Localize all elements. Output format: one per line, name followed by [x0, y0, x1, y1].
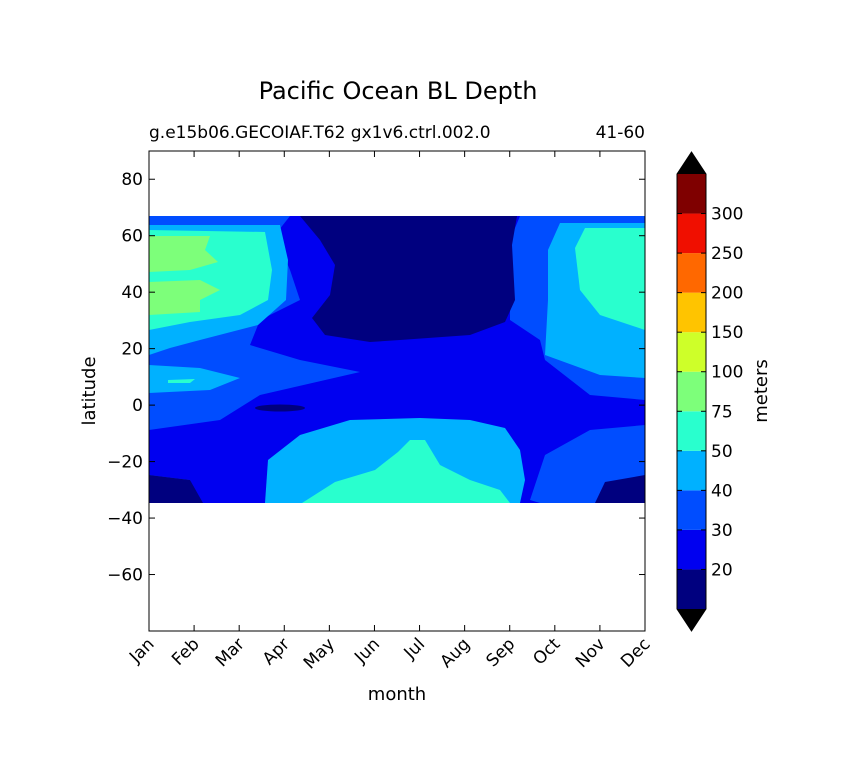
- colorbar-extend-low: [677, 609, 706, 631]
- x-axis-label: month: [368, 684, 426, 705]
- colorbar-tick-label: 75: [711, 402, 733, 422]
- colorbar-label: meters: [751, 359, 772, 423]
- contour-band-10-20-sw: [149, 475, 203, 503]
- y-tick-label: 40: [121, 283, 143, 303]
- colorbar-tick-label: 30: [711, 521, 733, 541]
- contour-band-10-20-se: [595, 475, 645, 503]
- y-tick-label: 80: [121, 170, 143, 190]
- contour-band-50-75-north-right: [575, 228, 645, 330]
- y-tick-label: −60: [107, 566, 143, 586]
- colorbar-tick-label: 150: [711, 323, 743, 343]
- chart-subtitle-right: 41-60: [596, 123, 645, 143]
- contour-band-40-50-tropic: [149, 365, 240, 393]
- colorbar-segment: [677, 529, 706, 570]
- colorbar-tick-label: 250: [711, 244, 743, 264]
- colorbar-segment: [677, 213, 706, 254]
- chart-title: Pacific Ocean BL Depth: [259, 77, 538, 105]
- colorbar-segment: [677, 174, 706, 214]
- contour-band-75-100-a: [149, 236, 218, 272]
- y-tick-label: −20: [107, 453, 143, 473]
- chart-subtitle-left: g.e15b06.GECOIAF.T62 gx1v6.ctrl.002.0: [149, 123, 491, 143]
- y-axis-ticks: 80 60 40 20 0 −20 −40 −60: [107, 170, 645, 586]
- y-tick-label: 60: [121, 227, 143, 247]
- colorbar-segment: [677, 253, 706, 293]
- y-axis-label: latitude: [79, 356, 100, 425]
- colorbar-tick-label: 50: [711, 442, 733, 462]
- y-tick-label: −40: [107, 509, 143, 529]
- colorbar-tick-label: 20: [711, 560, 733, 580]
- colorbar-segment: [677, 292, 706, 333]
- y-tick-label: 0: [132, 396, 143, 416]
- colorbar-segment: [677, 490, 706, 530]
- colorbar-outline: [676, 151, 707, 632]
- colorbar-segment: [677, 569, 706, 609]
- colorbar-tick-label: 300: [711, 205, 743, 225]
- contour-band-20-30: [149, 216, 645, 503]
- colorbar-tick-label: 100: [711, 363, 743, 383]
- colorbar-tick-label: 40: [711, 481, 733, 501]
- plot-frame: [148, 150, 646, 632]
- colorbar-segment: [677, 450, 706, 491]
- contour-band-10-20-equator: [255, 404, 305, 412]
- contour-band-10-20-north: [300, 216, 517, 342]
- contour-band-75-100-b: [149, 280, 220, 315]
- colorbar-segment: [677, 371, 706, 412]
- contour-band-50-75-south: [302, 440, 510, 503]
- colorbar-tick-label: 200: [711, 284, 743, 304]
- colorbar-segment: [677, 411, 706, 451]
- contour-band-50-75-tropic: [168, 379, 195, 383]
- contour-fills: [149, 216, 645, 503]
- colorbar-segment: [677, 332, 706, 372]
- colorbar: 20 30 40 50 75 100 150 200 250 300: [676, 151, 743, 632]
- y-tick-label: 20: [121, 340, 143, 360]
- colorbar-extend-high: [677, 152, 706, 174]
